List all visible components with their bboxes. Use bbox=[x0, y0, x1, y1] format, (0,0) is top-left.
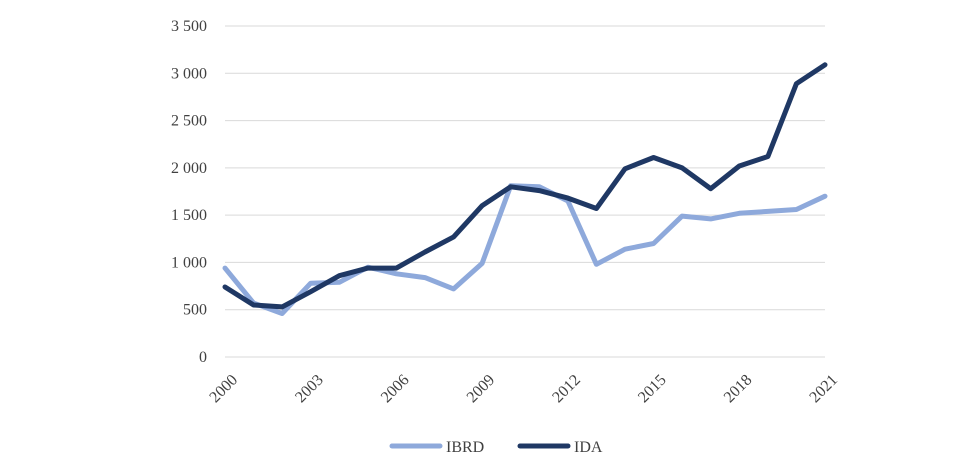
legend: IBRD IDA bbox=[389, 439, 603, 456]
legend-label-ibrd: IBRD bbox=[446, 439, 484, 456]
y-tick-label: 2 500 bbox=[171, 113, 207, 130]
x-tick-label: 2012 bbox=[549, 371, 584, 406]
x-tick-label: 2018 bbox=[721, 371, 756, 406]
x-tick-label: 2015 bbox=[635, 371, 670, 406]
legend-label-ida: IDA bbox=[574, 439, 603, 456]
x-axis-ticks: 2000 2003 2006 2009 2012 2015 2018 2021 bbox=[206, 371, 841, 406]
gridlines bbox=[225, 25, 825, 358]
x-tick-label: 2000 bbox=[206, 371, 241, 406]
y-axis-ticks: 0 500 1 000 1 500 2 000 2 500 3 000 3 500 bbox=[171, 18, 207, 366]
x-tick-label: 2003 bbox=[292, 371, 327, 406]
x-tick-label: 2021 bbox=[806, 371, 841, 406]
series-line-ibrd bbox=[222, 183, 828, 316]
y-tick-label: 3 000 bbox=[171, 65, 207, 82]
y-tick-label: 1 500 bbox=[171, 207, 207, 224]
series-lines bbox=[222, 62, 828, 316]
series-line-ida bbox=[222, 62, 828, 310]
y-tick-label: 2 000 bbox=[171, 160, 207, 177]
y-tick-label: 0 bbox=[199, 349, 207, 366]
x-tick-label: 2009 bbox=[464, 371, 499, 406]
x-tick-label: 2006 bbox=[378, 371, 413, 406]
y-tick-label: 500 bbox=[183, 302, 207, 319]
y-tick-label: 1 000 bbox=[171, 254, 207, 271]
y-tick-label: 3 500 bbox=[171, 18, 207, 35]
